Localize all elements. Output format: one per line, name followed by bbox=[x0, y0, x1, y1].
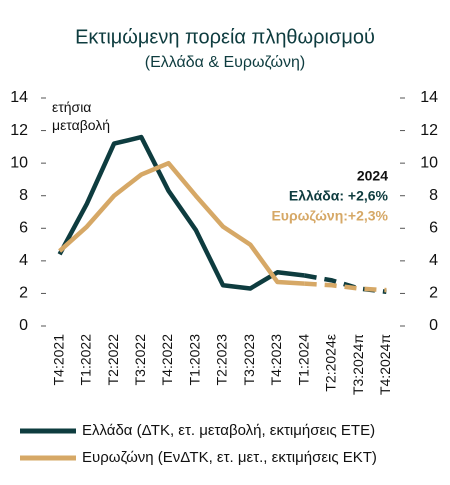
y-tick-label: 14 bbox=[10, 89, 28, 106]
x-tick-label: T3:2022 bbox=[132, 334, 148, 386]
y-tick-label: 2 bbox=[19, 285, 28, 302]
x-tick-label: T4:2021 bbox=[50, 334, 66, 386]
y-tick-label: 8 bbox=[19, 187, 28, 204]
annotation: Ευρωζώνη:+2,3% bbox=[271, 208, 388, 224]
y2-tick-label: 12 bbox=[420, 122, 438, 139]
x-tick-label: T2:2023 bbox=[214, 334, 230, 386]
y2-tick-label: 4 bbox=[429, 252, 438, 269]
x-tick-label: T4:2024π bbox=[377, 334, 393, 395]
y2-tick-label: 6 bbox=[429, 220, 438, 237]
series-line bbox=[304, 281, 387, 293]
y-annotation-box: ετήσια μεταβολή bbox=[52, 99, 111, 133]
y-tick-label: 12 bbox=[10, 122, 28, 139]
y2-tick-label: 0 bbox=[429, 317, 438, 334]
x-tick-label: T1:2022 bbox=[78, 334, 94, 386]
y-tick-label: 6 bbox=[19, 220, 28, 237]
x-tick-label: T4:2023 bbox=[268, 334, 284, 386]
x-tick-label: T2:2024ε bbox=[323, 334, 339, 392]
legend-label: Ελλάδα (ΔΤΚ, ετ. μεταβολή, εκτιμήσεις ΕΤ… bbox=[82, 422, 375, 439]
x-tick-label: T4:2022 bbox=[159, 334, 175, 386]
series-line bbox=[57, 134, 305, 291]
y-tick-label: 10 bbox=[10, 154, 28, 171]
annotation: 2024 bbox=[357, 168, 388, 184]
chart-subtitle: (Ελλάδα & Ευρωζώνη) bbox=[145, 54, 305, 71]
y-tick-label: 4 bbox=[19, 252, 28, 269]
legend-label: Ευρωζώνη (ΕνΔΤΚ, ετ. μετ., εκτιμήσεις ΕΚ… bbox=[82, 449, 377, 466]
y2-tick-label: 8 bbox=[429, 187, 438, 204]
y-tick-label: 0 bbox=[19, 317, 28, 334]
chart-title: Εκτιμώμενη πορεία πληθωρισμού bbox=[75, 26, 375, 48]
annotation: Ελλάδα: +2,6% bbox=[289, 188, 389, 204]
y2-tick-label: 2 bbox=[429, 285, 438, 302]
x-tick-label: T2:2022 bbox=[105, 334, 121, 386]
series-line bbox=[58, 160, 305, 286]
x-tick-label: T1:2023 bbox=[186, 334, 202, 386]
x-tick-label: T3:2024π bbox=[350, 334, 366, 395]
y2-tick-label: 10 bbox=[420, 154, 438, 171]
y-annotation: ετήσια μεταβολή bbox=[52, 99, 111, 133]
x-tick-label: T1:2024 bbox=[295, 334, 311, 386]
x-tick-label: T3:2023 bbox=[241, 334, 257, 386]
y2-tick-label: 14 bbox=[420, 89, 438, 106]
